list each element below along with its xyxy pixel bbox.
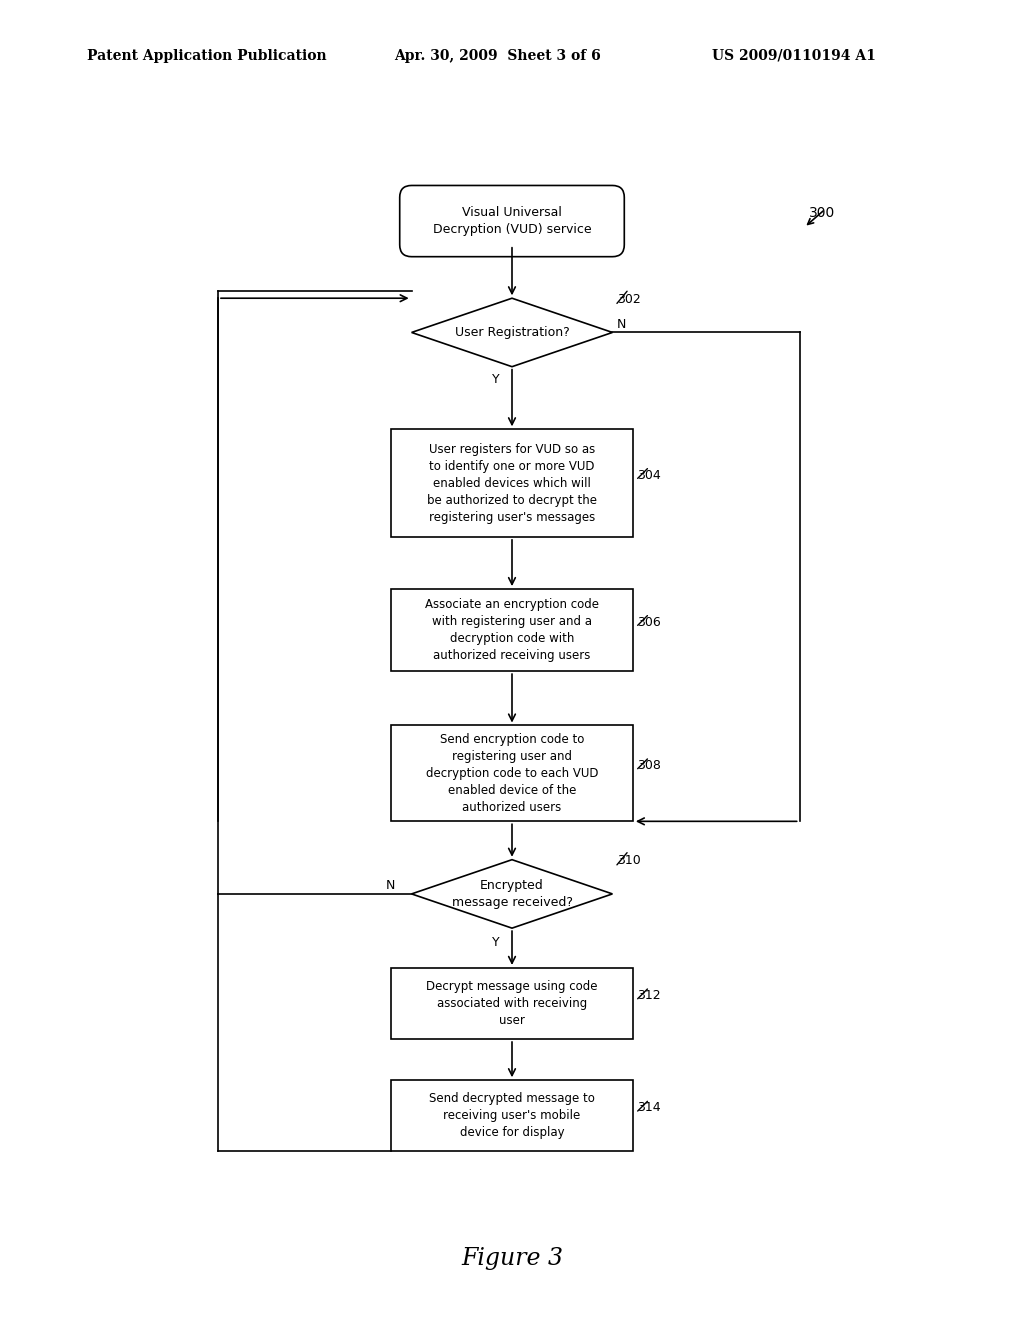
Text: Y: Y bbox=[492, 936, 500, 949]
Text: 302: 302 bbox=[617, 293, 641, 306]
Bar bbox=[391, 968, 633, 1039]
Text: Apr. 30, 2009  Sheet 3 of 6: Apr. 30, 2009 Sheet 3 of 6 bbox=[394, 49, 601, 63]
Polygon shape bbox=[412, 859, 612, 928]
Text: Y: Y bbox=[492, 374, 500, 387]
Text: User Registration?: User Registration? bbox=[455, 326, 569, 339]
Polygon shape bbox=[412, 298, 612, 367]
FancyBboxPatch shape bbox=[399, 186, 625, 256]
Bar bbox=[391, 726, 633, 821]
Text: Send encryption code to
registering user and
decryption code to each VUD
enabled: Send encryption code to registering user… bbox=[426, 733, 598, 814]
Text: US 2009/0110194 A1: US 2009/0110194 A1 bbox=[712, 49, 876, 63]
Text: Send decrypted message to
receiving user's mobile
device for display: Send decrypted message to receiving user… bbox=[429, 1092, 595, 1139]
Text: 306: 306 bbox=[638, 615, 662, 628]
Text: User registers for VUD so as
to identify one or more VUD
enabled devices which w: User registers for VUD so as to identify… bbox=[427, 442, 597, 524]
Bar bbox=[391, 589, 633, 671]
Text: Visual Universal
Decryption (VUD) service: Visual Universal Decryption (VUD) servic… bbox=[433, 206, 591, 236]
Text: Patent Application Publication: Patent Application Publication bbox=[87, 49, 327, 63]
Text: 312: 312 bbox=[638, 989, 662, 1002]
Text: 304: 304 bbox=[638, 469, 662, 482]
Text: Encrypted
message received?: Encrypted message received? bbox=[452, 879, 572, 909]
Text: N: N bbox=[386, 879, 395, 892]
Text: 310: 310 bbox=[617, 854, 641, 867]
Bar bbox=[391, 429, 633, 537]
Text: Decrypt message using code
associated with receiving
user: Decrypt message using code associated wi… bbox=[426, 979, 598, 1027]
Text: N: N bbox=[617, 318, 627, 331]
Text: 314: 314 bbox=[638, 1101, 662, 1114]
Text: 308: 308 bbox=[638, 759, 662, 772]
Text: 300: 300 bbox=[809, 206, 835, 219]
Text: Figure 3: Figure 3 bbox=[461, 1247, 563, 1270]
Bar bbox=[391, 1080, 633, 1151]
Text: Associate an encryption code
with registering user and a
decryption code with
au: Associate an encryption code with regist… bbox=[425, 598, 599, 663]
